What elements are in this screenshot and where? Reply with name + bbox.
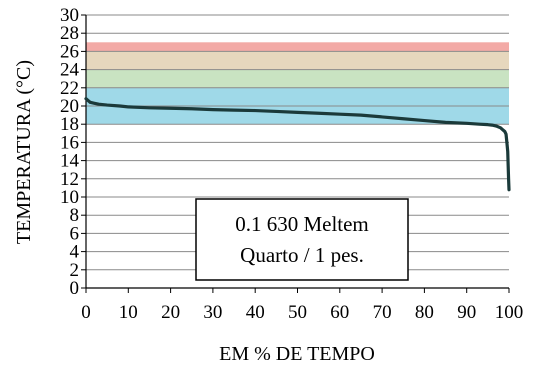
y-tick-label-0: 0 <box>70 278 80 299</box>
series-line-0 <box>84 97 511 192</box>
y-tick-label-8: 8 <box>70 205 80 226</box>
y-tick-label-16: 16 <box>60 132 79 153</box>
x-tick-label-100: 100 <box>495 302 524 323</box>
annotation-line-1: 0.1 630 Meltem <box>235 212 369 236</box>
y-tick-label-30: 30 <box>60 5 79 26</box>
y-tick-label-2: 2 <box>70 260 80 281</box>
y-tick-label-18: 18 <box>60 114 79 135</box>
y-tick-label-4: 4 <box>70 242 80 263</box>
x-tick-label-20: 20 <box>161 302 180 323</box>
y-axis-title: TEMPERATURA (°C) <box>13 60 35 244</box>
comfort-band-3 <box>86 42 509 52</box>
x-tick-label-60: 60 <box>330 302 349 323</box>
y-tick-label-14: 14 <box>60 151 80 172</box>
y-tick-label-24: 24 <box>60 60 80 81</box>
annotation-line-2: Quarto / 1 pes. <box>240 243 364 267</box>
y-tick-label-22: 22 <box>60 78 79 99</box>
y-tick-label-26: 26 <box>60 41 79 62</box>
annotation-box <box>195 198 409 281</box>
axes <box>81 14 510 293</box>
comfort-band-2 <box>86 51 509 70</box>
y-tick-label-20: 20 <box>60 96 79 117</box>
comfort-bands <box>86 42 509 125</box>
x-tick-label-80: 80 <box>415 302 434 323</box>
x-axis-title: EM % DE TEMPO <box>219 343 375 365</box>
y-tick-label-10: 10 <box>60 187 79 208</box>
x-tick-label-90: 90 <box>457 302 476 323</box>
y-tick-label-6: 6 <box>70 223 80 244</box>
x-tick-label-40: 40 <box>246 302 265 323</box>
series-layer <box>84 97 511 192</box>
comfort-band-1 <box>86 69 509 88</box>
x-tick-label-30: 30 <box>203 302 222 323</box>
x-tick-label-70: 70 <box>373 302 392 323</box>
x-tick-label-0: 0 <box>81 302 91 323</box>
x-tick-label-10: 10 <box>119 302 138 323</box>
y-tick-label-12: 12 <box>60 169 79 190</box>
y-tick-label-28: 28 <box>60 23 79 44</box>
annotation: 0.1 630 Meltem Quarto / 1 pes. <box>195 198 409 281</box>
x-tick-label-50: 50 <box>288 302 307 323</box>
